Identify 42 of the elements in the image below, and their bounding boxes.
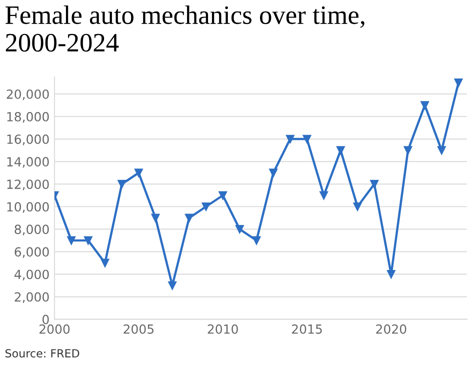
point — [420, 101, 429, 110]
point — [353, 202, 362, 211]
chart-title: Female auto mechanics over time, 2000-2024 — [6, 6, 364, 52]
x-tick-label: 2010 — [208, 324, 238, 334]
y-tick-label: 8,000 — [14, 224, 49, 236]
x-tick-label: 2015 — [292, 324, 322, 334]
point — [454, 78, 463, 87]
y-tick-label: 0 — [42, 314, 49, 324]
point — [437, 146, 446, 154]
y-tick-label: 12,000 — [7, 180, 49, 190]
point — [302, 134, 312, 144]
point — [336, 146, 345, 154]
point — [84, 236, 92, 245]
x-tick-label: 2000 — [40, 324, 70, 334]
point — [370, 180, 378, 188]
point — [386, 270, 396, 278]
x-tick-label: 2005 — [124, 324, 154, 334]
point — [168, 281, 176, 290]
source-note: Source: FRED — [5, 349, 80, 358]
point — [404, 146, 412, 154]
point — [252, 236, 261, 245]
point — [151, 214, 160, 222]
y-tick-label: 16,000 — [7, 134, 49, 146]
y-tick-label: 4,000 — [14, 270, 49, 280]
point — [218, 191, 227, 200]
y-tick-label: 18,000 — [7, 112, 49, 123]
point — [320, 191, 328, 200]
y-tick-label: 20,000 — [6, 89, 49, 100]
point — [100, 258, 110, 268]
point — [118, 180, 126, 188]
x-tick-label: 2020 — [376, 324, 406, 334]
point — [202, 202, 210, 211]
point — [286, 134, 294, 144]
point — [134, 168, 143, 177]
y-tick-label: 6,000 — [14, 247, 49, 258]
y-tick-label: 14,000 — [7, 157, 49, 168]
point — [269, 168, 278, 177]
point — [185, 214, 194, 222]
point — [235, 224, 244, 234]
y-tick-label: 2,000 — [14, 292, 49, 303]
point — [67, 236, 76, 245]
y-tick-label: 10,000 — [7, 202, 49, 213]
